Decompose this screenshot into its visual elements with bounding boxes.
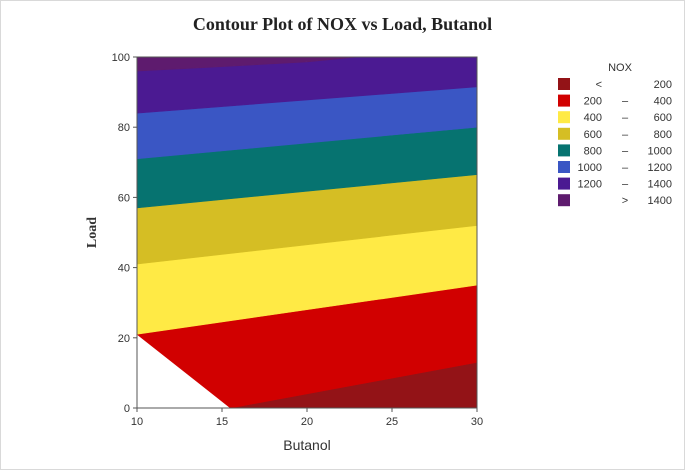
- legend-low: 200: [584, 96, 602, 108]
- legend-high: 1200: [648, 162, 672, 174]
- x-axis-label: Butanol: [283, 437, 330, 453]
- x-tick-label: 15: [216, 416, 228, 428]
- y-tick-label: 100: [112, 52, 130, 64]
- legend-high: 1400: [648, 195, 672, 207]
- legend-swatch: [558, 111, 570, 124]
- legend-high: 200: [654, 79, 672, 91]
- legend-low: 1000: [578, 162, 602, 174]
- legend: <200 200 – 400 400 – 600 600 – 800 800 – 1000 1000 – 12…: [558, 78, 672, 207]
- y-tick-label: 60: [118, 192, 130, 204]
- legend-swatch: [558, 94, 570, 107]
- legend-high: 800: [654, 129, 672, 141]
- axes: 10 15 20 25 30 0 20 40 60 80 100: [112, 52, 483, 428]
- x-tick-label: 30: [471, 416, 483, 428]
- legend-swatch: [558, 127, 570, 140]
- legend-title: NOX: [608, 62, 633, 74]
- legend-sep: >: [622, 195, 628, 207]
- x-tick-label: 20: [301, 416, 313, 428]
- y-axis-label: Load: [85, 217, 100, 248]
- contour-bands: [136, 56, 478, 409]
- legend-swatch: [558, 161, 570, 173]
- legend-low: <: [596, 79, 602, 91]
- legend-sep: –: [622, 145, 629, 157]
- legend-low: 600: [584, 129, 602, 141]
- legend-swatch: [558, 144, 570, 157]
- legend-low: 1200: [578, 179, 602, 191]
- legend-sep: –: [622, 162, 629, 174]
- legend-high: 1400: [648, 179, 672, 191]
- x-tick-label: 10: [131, 416, 143, 428]
- legend-swatch: [558, 78, 570, 90]
- legend-sep: –: [622, 112, 629, 124]
- legend-swatch: [558, 194, 570, 207]
- legend-high: 600: [654, 112, 672, 124]
- legend-sep: –: [622, 179, 629, 191]
- y-tick-label: 40: [118, 263, 130, 275]
- legend-high: 400: [654, 96, 672, 108]
- y-tick-label: 0: [124, 403, 130, 415]
- legend-sep: –: [622, 96, 629, 108]
- chart-title: Contour Plot of NOX vs Load, Butanol: [192, 14, 493, 34]
- legend-sep: –: [622, 129, 629, 141]
- y-tick-label: 80: [118, 122, 130, 134]
- legend-high: 1000: [648, 145, 672, 157]
- legend-low: 400: [584, 112, 602, 124]
- legend-low: 800: [584, 145, 602, 157]
- y-tick-label: 20: [118, 333, 130, 345]
- legend-swatch: [558, 177, 570, 190]
- x-tick-label: 25: [386, 416, 398, 428]
